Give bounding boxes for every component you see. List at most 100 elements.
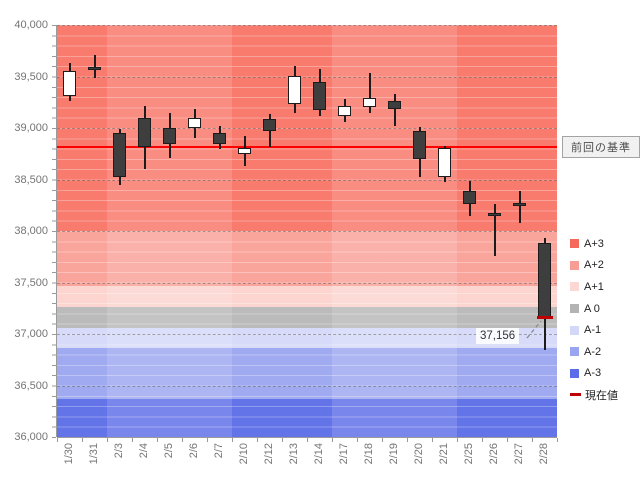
candle-body-2/7: [213, 133, 226, 144]
candle-body-2/17: [338, 105, 351, 117]
candle-body-2/26: [488, 212, 501, 216]
candle-wick-2/18: [368, 72, 371, 113]
gridline-37000: [57, 334, 557, 335]
current-value-annotation: 37,156: [476, 328, 520, 344]
legend-color-swatch: [570, 282, 579, 292]
y-axis-label: 39,500: [14, 70, 48, 83]
zone-band-A-2: [57, 348, 557, 400]
x-axis-label: 2/28: [538, 443, 550, 465]
current-value-marker: [536, 316, 553, 320]
x-axis-label: 2/13: [288, 443, 300, 465]
light-column: [332, 25, 457, 437]
x-axis-line: [57, 437, 557, 438]
candle-wick-1/31: [93, 54, 96, 78]
gridline-39500: [57, 76, 557, 78]
zone-band-A-3: [57, 399, 557, 437]
x-axis-label: 2/10: [238, 443, 250, 465]
x-axis-label: 2/26: [488, 443, 500, 465]
candle-body-2/28: [538, 243, 551, 318]
zone-band-A0: [57, 307, 557, 328]
light-column: [107, 25, 232, 437]
legend-label: A+3: [584, 237, 604, 250]
legend-label: A-1: [584, 324, 602, 337]
candle-body-2/21: [438, 147, 451, 178]
legend-dash-marker: [570, 393, 581, 397]
candle-wick-2/19: [393, 94, 396, 126]
y-axis-label: 38,000: [14, 225, 48, 237]
gridline-38500: [57, 179, 557, 181]
x-axis-label: 2/20: [413, 443, 425, 465]
gridline-39000: [57, 128, 557, 129]
candle-body-2/20: [413, 131, 426, 160]
candle-body-2/13: [288, 75, 301, 105]
x-axis-label: 2/3: [113, 443, 125, 459]
legend-color-swatch: [570, 325, 579, 335]
y-axis-label: 36,000: [14, 431, 48, 443]
legend-item-現在値: 現在値: [570, 384, 642, 406]
y-axis-label: 38,500: [14, 173, 48, 186]
candle-body-2/18: [363, 97, 376, 108]
legend-color-swatch: [570, 368, 579, 378]
y-axis-label: 39,000: [14, 122, 48, 134]
x-axis-ticks: [57, 438, 558, 442]
x-axis-label: 2/17: [338, 443, 350, 465]
candle-body-2/27: [513, 202, 526, 206]
legend-item-A+1: A+1: [570, 276, 642, 298]
y-axis-label: 37,500: [14, 276, 48, 289]
candle-body-1/31: [88, 66, 101, 70]
candle-body-2/10: [238, 147, 251, 155]
legend-item-A-2: A-2: [570, 341, 642, 363]
candle-wick-2/26: [493, 204, 496, 257]
reference-line: [57, 145, 557, 148]
gridline-36500: [57, 385, 557, 387]
legend-label: A 0: [584, 302, 600, 315]
legend-label: A+1: [584, 280, 604, 293]
candle-body-2/14: [313, 81, 326, 111]
candle-body-2/5: [163, 128, 176, 145]
legend-color-swatch: [570, 304, 579, 314]
legend-label: A-3: [584, 367, 602, 380]
y-axis-label: 36,500: [14, 379, 48, 392]
legend-label: A+2: [584, 259, 604, 272]
legend-color-swatch: [570, 239, 579, 249]
legend: A+3 A+2 A+1 A 0 A-1 A-2 A-3 現在値: [570, 233, 642, 406]
reference-line-label: 前回の基準: [562, 136, 640, 158]
x-axis-label: 2/4: [138, 443, 150, 459]
x-axis-label: 1/31: [88, 443, 100, 465]
zone-band-A+2: [57, 231, 557, 286]
legend-item-A-1: A-1: [570, 319, 642, 341]
legend-item-A+3: A+3: [570, 233, 642, 255]
legend-label: A-2: [584, 345, 602, 358]
zone-band-A-1: [57, 327, 557, 349]
x-axis-label: 1/30: [63, 443, 75, 465]
candle-body-2/4: [138, 117, 151, 147]
minor-gridlines: [57, 25, 557, 437]
candle-body-2/6: [188, 118, 201, 128]
legend-item-A+2: A+2: [570, 255, 642, 277]
gridline-37500: [57, 282, 557, 284]
legend-label: 現在値: [585, 389, 618, 402]
y-axis-label: 40,000: [14, 19, 48, 31]
candle-wick-2/27: [518, 191, 521, 223]
legend-color-swatch: [570, 260, 579, 270]
x-axis-label: 2/21: [438, 443, 450, 465]
candle-body-1/30: [63, 71, 76, 96]
x-axis-label: 2/27: [513, 443, 525, 465]
x-axis-label: 2/7: [213, 443, 225, 459]
candle-body-2/25: [463, 190, 476, 205]
gridline-38000: [57, 231, 557, 232]
candle-body-2/3: [113, 132, 126, 177]
x-axis-label: 2/19: [388, 443, 400, 465]
x-axis-label: 2/14: [313, 443, 325, 465]
x-axis-label: 2/5: [163, 443, 175, 459]
zone-band-A+1: [57, 285, 557, 308]
gridline-40000: [57, 25, 557, 26]
x-axis-label: 2/25: [463, 443, 475, 465]
candle-body-2/19: [388, 100, 401, 109]
plot-area: 37,156: [57, 25, 557, 437]
candle-body-2/12: [263, 119, 276, 132]
legend-item-A0: A 0: [570, 298, 642, 320]
x-axis-label: 2/12: [263, 443, 275, 465]
x-axis-label: 2/6: [188, 443, 200, 459]
